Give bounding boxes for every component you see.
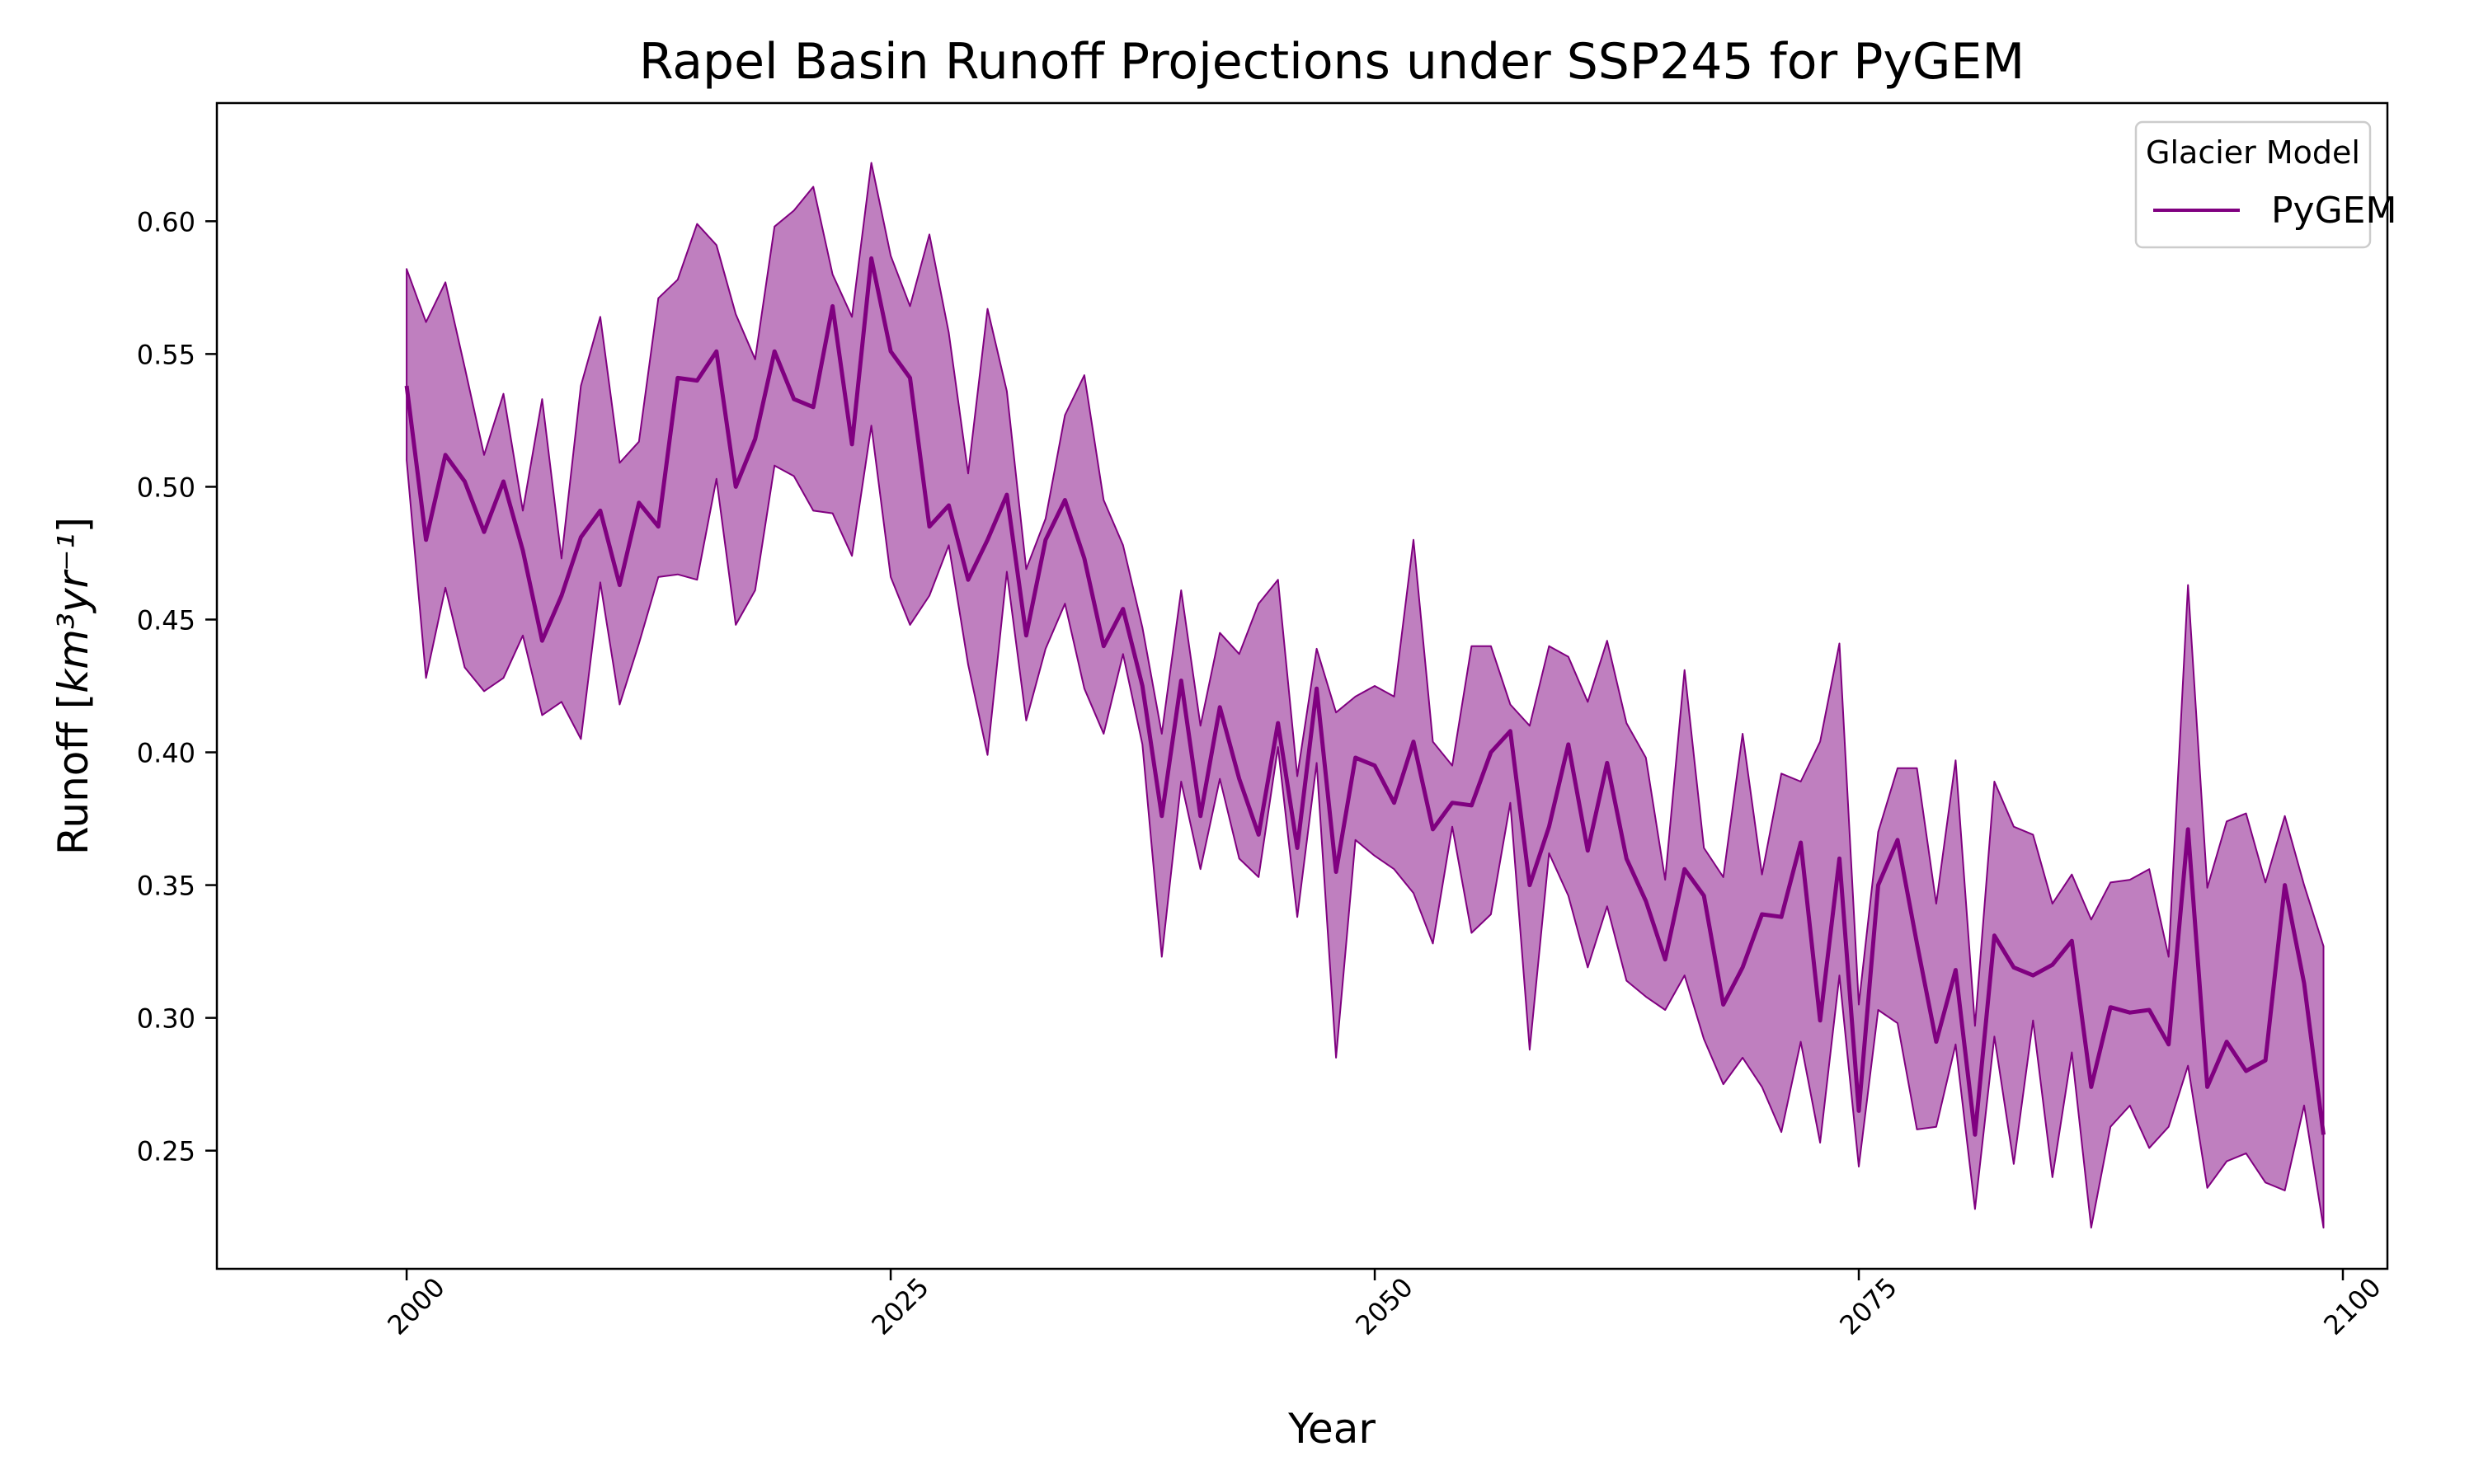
legend-title: Glacier Model [2146,134,2360,171]
legend-label-pygem: PyGEM [2271,190,2396,232]
y-tick-label: 0.30 [137,1003,195,1035]
y-tick-label: 0.45 [137,604,195,636]
legend-box [2134,120,2372,249]
plot-frame [215,101,2389,1270]
y-axis-label-main: Runoff [ [49,693,97,855]
y-axis-label-unit: km³yr⁻¹ [49,533,97,693]
plot-area [404,162,2326,1229]
chart-title: Rapel Basin Runoff Projections under SSP… [639,33,2025,91]
y-tick-label: 0.35 [137,871,195,902]
y-tick-label: 0.40 [137,738,195,769]
uncertainty-band [406,162,2325,1229]
y-axis-label-close: ] [49,517,97,533]
series-line-pygem [404,256,2326,1137]
y-tick-label: 0.55 [137,339,195,370]
x-axis-label: Year [1287,1405,1376,1453]
y-axis-label: Runoff [km³yr⁻¹] [49,517,97,855]
y-tick-label: 0.50 [137,472,195,503]
y-axis: 0.25 0.30 0.35 0.40 0.45 0.50 0.55 0.60 [137,206,217,1167]
y-tick-label: 0.25 [137,1136,195,1167]
legend: Glacier Model PyGEM [2134,120,2396,249]
y-tick-label: 0.60 [137,206,195,237]
